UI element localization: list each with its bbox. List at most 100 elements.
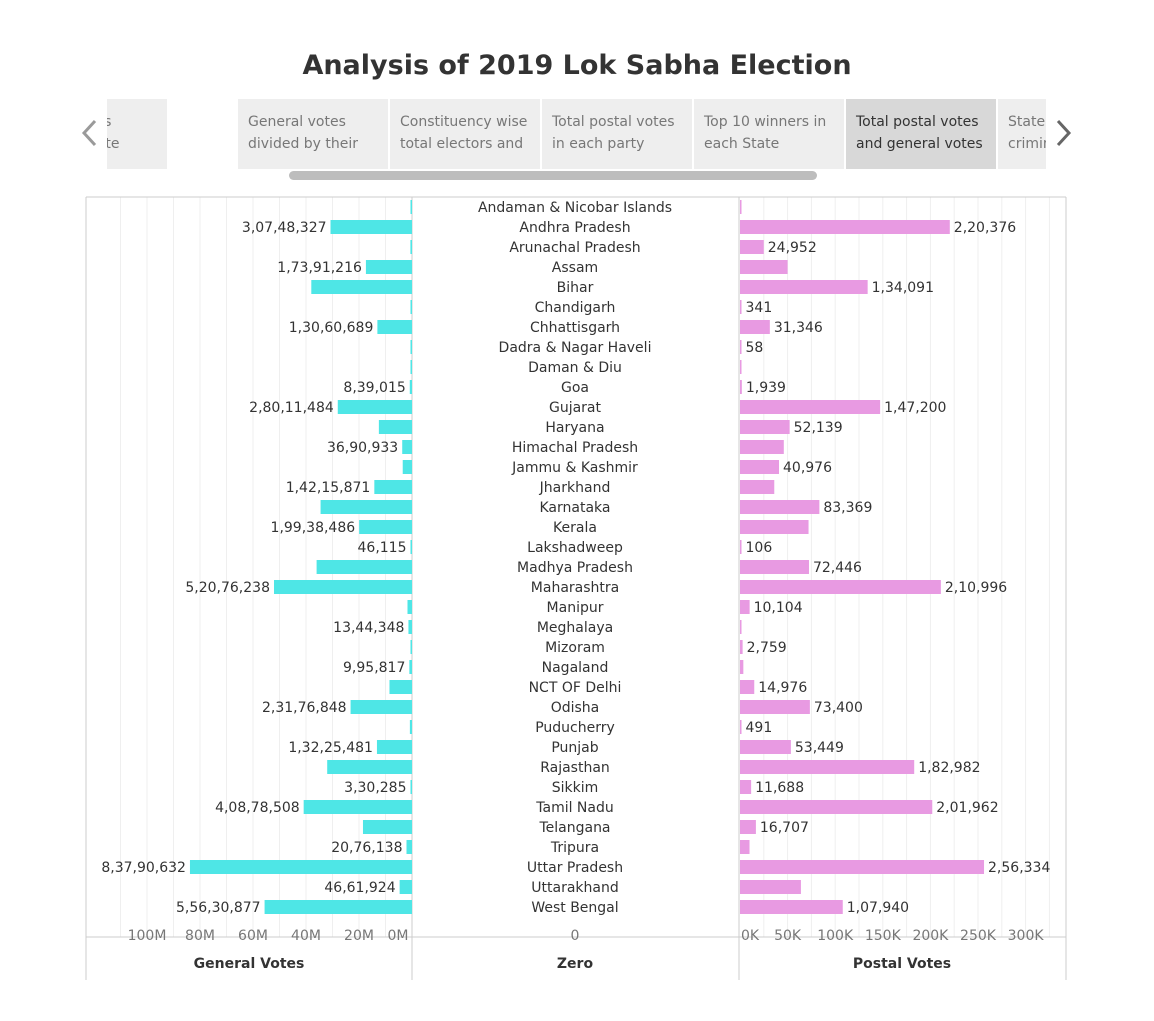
postal-votes-label: 341 (746, 300, 773, 316)
tab-top-10-winners[interactable]: Top 10 winners in each State (694, 99, 844, 169)
postal-votes-bar (740, 540, 742, 554)
general-votes-bar (410, 640, 412, 654)
general-votes-label: 1,99,38,486 (271, 520, 356, 536)
postal-votes-bar (740, 680, 755, 694)
postal-votes-label: 2,759 (747, 640, 787, 656)
general-votes-label: 1,30,60,689 (289, 320, 374, 336)
state-label: Lakshadweep (527, 540, 623, 556)
general-votes-bar (378, 420, 412, 434)
general-votes-bar (359, 520, 412, 534)
postal-votes-bar (740, 820, 756, 834)
tab-next-button[interactable] (1053, 116, 1073, 150)
state-label: Arunachal Pradesh (509, 240, 640, 256)
postal-axis-tick: 150K (865, 928, 902, 944)
general-votes-bar (327, 760, 412, 774)
general-votes-label: 1,42,15,871 (286, 480, 371, 496)
tab-scrollbar[interactable] (289, 171, 817, 180)
general-axis-tick: 100M (128, 928, 167, 944)
postal-votes-bar (740, 200, 742, 214)
general-votes-label: 1,32,25,481 (288, 740, 373, 756)
general-votes-label: 2,80,11,484 (249, 400, 334, 416)
state-label: Chhattisgarh (530, 320, 620, 336)
tab-constituency-electors[interactable]: Constituency wise total electors and (390, 99, 540, 169)
general-votes-label: 2,31,76,848 (262, 700, 347, 716)
general-votes-bar (303, 800, 412, 814)
general-votes-bar (410, 240, 412, 254)
general-votes-label: 46,115 (358, 540, 407, 556)
general-votes-bar (409, 720, 412, 734)
general-votes-label: 4,08,78,508 (215, 800, 300, 816)
postal-votes-bar (740, 400, 881, 414)
general-votes-bar (409, 660, 412, 674)
state-label: NCT OF Delhi (529, 680, 622, 696)
general-votes-bar (376, 740, 412, 754)
postal-votes-label: 106 (746, 540, 773, 556)
general-votes-bar (410, 300, 412, 314)
general-votes-bar (410, 340, 412, 354)
state-label: Himachal Pradesh (512, 440, 638, 456)
general-votes-label: 20,76,138 (331, 840, 402, 856)
postal-votes-bar (740, 700, 810, 714)
postal-votes-bar (740, 280, 868, 294)
postal-votes-label: 24,952 (768, 240, 817, 256)
general-votes-label: 5,56,30,877 (176, 900, 261, 916)
postal-votes-bar (740, 420, 790, 434)
postal-votes-bar (740, 500, 820, 514)
general-votes-label: 3,30,285 (344, 780, 406, 796)
postal-votes-label: 1,939 (746, 380, 786, 396)
chevron-left-icon (81, 119, 97, 147)
general-axis-tick: 40M (291, 928, 321, 944)
tab-postal-votes-party[interactable]: Total postal votes in each party (542, 99, 692, 169)
postal-votes-label: 1,34,091 (872, 280, 934, 296)
state-label: Bihar (557, 280, 594, 296)
postal-votes-label: 31,346 (774, 320, 823, 336)
postal-votes-bar (740, 860, 985, 874)
general-votes-label: 5,20,76,238 (185, 580, 270, 596)
state-label: Tamil Nadu (535, 800, 614, 816)
general-axis-tick: 60M (238, 928, 268, 944)
postal-axis-tick: 300K (1008, 928, 1045, 944)
general-votes-label: 8,37,90,632 (101, 860, 186, 876)
postal-votes-bar (740, 740, 791, 754)
tab-prev-button[interactable] (80, 116, 100, 150)
general-votes-bar (377, 320, 412, 334)
general-votes-bar (330, 220, 412, 234)
postal-axis-tick: 50K (774, 928, 802, 944)
postal-votes-bar (740, 380, 742, 394)
general-votes-bar (399, 880, 412, 894)
tab-postal-votes-state[interactable]: Postal votes in each State (107, 99, 167, 169)
postal-votes-label: 10,104 (754, 600, 803, 616)
general-votes-bar (337, 400, 412, 414)
chevron-right-icon (1056, 119, 1072, 147)
state-label: Manipur (547, 600, 604, 616)
general-votes-bar (408, 620, 412, 634)
postal-votes-label: 2,20,376 (954, 220, 1016, 236)
general-axis-tick: 0M (388, 928, 409, 944)
general-axis-tick: 80M (185, 928, 215, 944)
postal-votes-label: 11,688 (755, 780, 804, 796)
state-label: Kerala (553, 520, 597, 536)
postal-votes-label: 491 (746, 720, 773, 736)
postal-votes-bar (740, 760, 915, 774)
tab-postal-and-general-votes[interactable]: Total postal votes and general votes (846, 99, 996, 169)
general-votes-label: 36,90,933 (327, 440, 398, 456)
state-label: Punjab (551, 740, 598, 756)
postal-votes-bar (740, 880, 801, 894)
general-votes-bar (409, 380, 412, 394)
tab-state-criminal-cases[interactable]: State wise criminal cases (998, 99, 1046, 169)
general-votes-label: 13,44,348 (333, 620, 404, 636)
general-votes-bar (406, 840, 412, 854)
state-label: Tripura (550, 840, 599, 856)
state-label: Andhra Pradesh (519, 220, 630, 236)
state-label: Chandigarh (535, 300, 616, 316)
general-votes-label: 9,95,817 (343, 660, 405, 676)
general-votes-label: 3,07,48,327 (242, 220, 327, 236)
general-votes-bar (362, 820, 412, 834)
tab-general-votes-divided[interactable]: General votes divided by their (238, 99, 388, 169)
postal-votes-bar (740, 580, 941, 594)
postal-votes-bar (740, 240, 764, 254)
state-label: Jharkhand (539, 480, 611, 496)
general-votes-bar (410, 780, 412, 794)
postal-votes-bar (740, 600, 750, 614)
